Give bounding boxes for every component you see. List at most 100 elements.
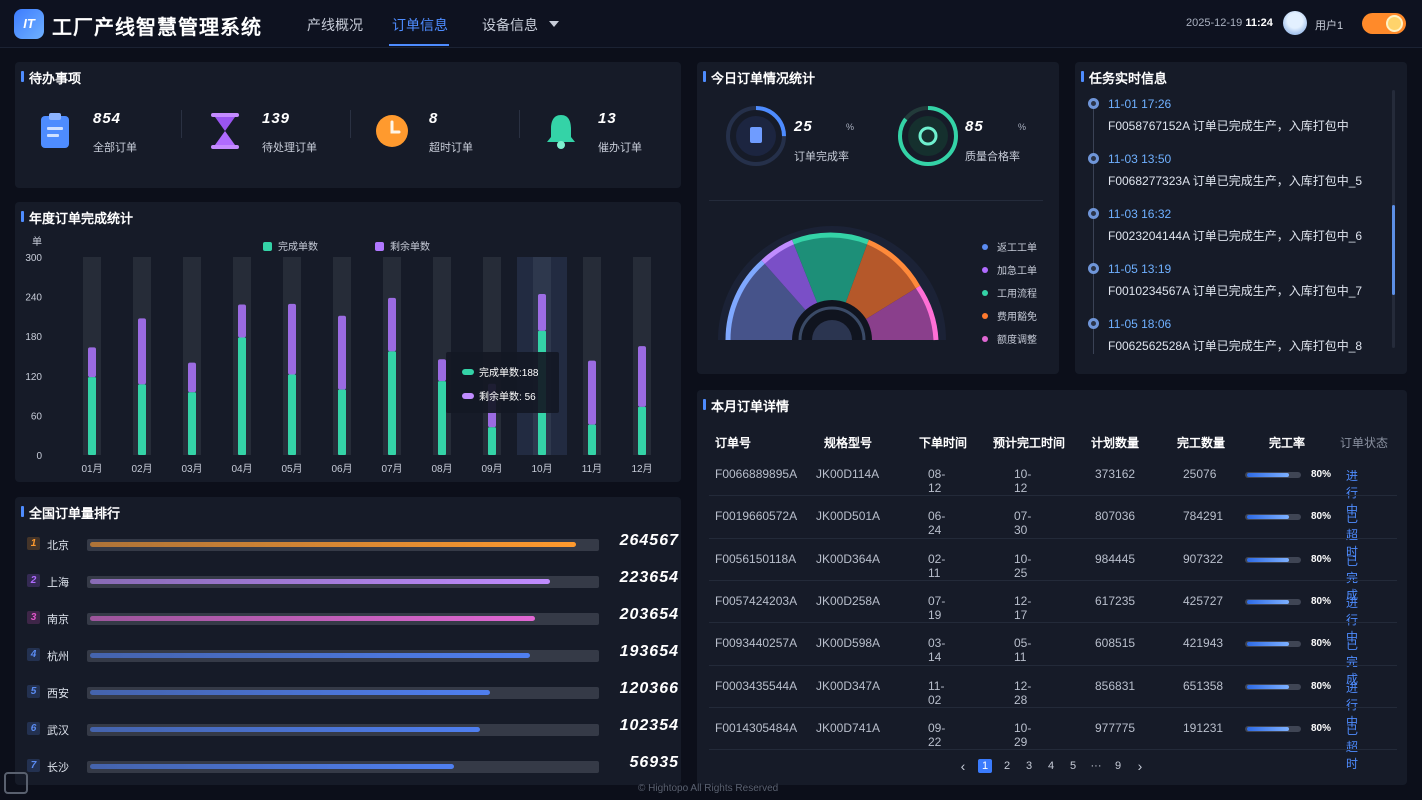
pie-legend-item[interactable]: 工用流程	[982, 285, 1037, 300]
cell-id: F0057424203A	[715, 593, 798, 608]
avatar[interactable]	[1283, 11, 1307, 35]
pager-page[interactable]: 2	[1003, 760, 1011, 772]
scroll-thumb[interactable]	[1392, 205, 1395, 295]
bar-remain[interactable]	[638, 346, 646, 407]
today-title: 今日订单情况统计	[702, 68, 815, 87]
bar-done[interactable]	[588, 424, 596, 455]
bar-remain[interactable]	[88, 347, 96, 378]
rank-row[interactable]: 2 上海 223654	[27, 569, 679, 591]
pie-legend-label: 费用豁免	[997, 312, 1037, 323]
bar-done[interactable]	[488, 427, 496, 455]
todo-overdue-orders[interactable]: 8 超时订单	[375, 110, 535, 160]
rate-bar-fill	[1247, 684, 1289, 689]
legend-remain[interactable]: 剩余单数	[375, 238, 430, 253]
rank-bar-fill	[90, 764, 455, 769]
rank-row[interactable]: 4 杭州 193654	[27, 643, 679, 665]
order-status-link[interactable]: 已超时	[1346, 722, 1359, 771]
rank-bar-fill	[90, 690, 490, 695]
task-text: F0068277323A 订单已完成生产，入库打包中_5	[1108, 174, 1363, 188]
ranking-panel: 全国订单量排行 1 北京 264567 2 上海 223654 3 南京 203654 4 杭州 19…	[15, 497, 681, 785]
table-header[interactable]: 下单时间	[919, 436, 968, 450]
table-header[interactable]: 预计完工时间	[993, 436, 1066, 450]
rank-bar-track	[87, 724, 599, 736]
bar-remain[interactable]	[138, 318, 146, 385]
tab-line-overview[interactable]: 产线概况	[307, 17, 363, 33]
legend-done[interactable]: 完成单数	[263, 238, 318, 253]
tooltip-done-value: 188	[521, 368, 539, 379]
rank-row[interactable]: 7 长沙 56935	[27, 754, 679, 776]
chevron-down-icon[interactable]	[549, 21, 559, 27]
pie-slice-process[interactable]	[793, 235, 868, 340]
bar-done[interactable]	[388, 351, 396, 455]
pager-page[interactable]: 5	[1069, 760, 1077, 772]
bar-remain[interactable]	[338, 315, 346, 390]
order-status-link[interactable]: 进行中	[1346, 595, 1359, 644]
pie-legend-item[interactable]: 额度调整	[982, 331, 1037, 346]
pager-page[interactable]: ···	[1090, 760, 1102, 772]
bar-done[interactable]	[238, 337, 246, 455]
pie-legend-label: 返工工单	[997, 243, 1037, 254]
pager-next-icon[interactable]: ›	[1137, 758, 1143, 774]
order-status-link[interactable]: 进行中	[1346, 469, 1359, 517]
bar-remain[interactable]	[388, 297, 396, 352]
theme-toggle[interactable]	[1362, 13, 1406, 34]
pie-legend-item[interactable]: 返工工单	[982, 239, 1037, 254]
rank-row[interactable]: 3 南京 203654	[27, 606, 679, 628]
table-header[interactable]: 订单号	[715, 436, 752, 450]
cell-id: F0056150118A	[715, 551, 797, 566]
tab-device-info[interactable]: 设备信息	[482, 17, 538, 33]
bar-remain[interactable]	[438, 359, 446, 382]
tasks-scrollbar[interactable]	[1392, 90, 1395, 348]
annual-bar-chart[interactable]: 单 300 240 180 120 60 0 01月 02月 03月 04月 05月 06月 07月 08月…	[15, 202, 681, 482]
order-status-link[interactable]: 已完成	[1346, 553, 1359, 602]
order-status-link[interactable]: 已超时	[1346, 511, 1359, 560]
rate-bar-track	[1245, 598, 1301, 605]
x-tick-label: 06月	[331, 463, 352, 475]
pager-page[interactable]: 1	[978, 759, 992, 773]
order-status-link[interactable]: 进行中	[1346, 680, 1359, 729]
row-divider	[709, 579, 1397, 581]
bar-remain[interactable]	[538, 293, 546, 331]
divider	[181, 110, 182, 138]
todo-pending-orders[interactable]: 139 待处理订单	[208, 110, 368, 160]
bar-remain[interactable]	[588, 360, 596, 425]
pager-prev-icon[interactable]: ‹	[960, 758, 966, 774]
table-header[interactable]: 计划数量	[1091, 436, 1140, 450]
pie-legend-item[interactable]: 加急工单	[982, 262, 1037, 277]
rank-row[interactable]: 6 武汉 102354	[27, 717, 679, 739]
todo-value: 13	[598, 110, 617, 127]
todo-urge-orders[interactable]: 13 催办订单	[544, 110, 704, 160]
user-name[interactable]: 用户1	[1315, 20, 1344, 32]
rank-row[interactable]: 1 北京 264567	[27, 532, 679, 554]
table-header[interactable]: 完工数量	[1177, 436, 1226, 450]
pager-page[interactable]: 9	[1114, 760, 1122, 772]
table-header[interactable]: 完工率	[1269, 436, 1306, 450]
pager-page[interactable]: 4	[1047, 760, 1055, 772]
bar-done[interactable]	[438, 381, 446, 455]
legend-dot	[982, 290, 988, 296]
bar-done[interactable]	[188, 392, 196, 455]
tab-order-info[interactable]: 订单信息	[392, 17, 448, 33]
bar-done[interactable]	[88, 377, 96, 455]
pager-page[interactable]: 3	[1025, 760, 1033, 772]
todo-all-orders[interactable]: 854 全部订单	[39, 110, 199, 160]
rank-badge: 5	[27, 685, 40, 698]
bar-done[interactable]	[288, 374, 296, 455]
order-status-link[interactable]: 已完成	[1346, 638, 1359, 687]
bar-remain[interactable]	[288, 303, 296, 375]
bar-done[interactable]	[638, 406, 646, 455]
rank-row[interactable]: 5 西安 120366	[27, 680, 679, 702]
bar-done[interactable]	[338, 389, 346, 455]
bar-remain[interactable]	[188, 362, 196, 393]
bar-remain[interactable]	[238, 304, 246, 338]
task-text: F0062562528A 订单已完成生产，入库打包中_8	[1108, 339, 1363, 353]
order-type-semi-pie[interactable]	[713, 222, 951, 342]
bar-track	[583, 257, 601, 455]
bar-done[interactable]	[138, 384, 146, 455]
rank-bar-track	[87, 613, 599, 625]
keyboard-icon[interactable]	[4, 772, 28, 794]
pie-legend-item[interactable]: 费用豁免	[982, 308, 1037, 323]
datetime: 2025-12-19 11:24	[1186, 17, 1273, 29]
table-header[interactable]: 订单状态	[1340, 436, 1389, 450]
table-header[interactable]: 规格型号	[824, 436, 873, 450]
